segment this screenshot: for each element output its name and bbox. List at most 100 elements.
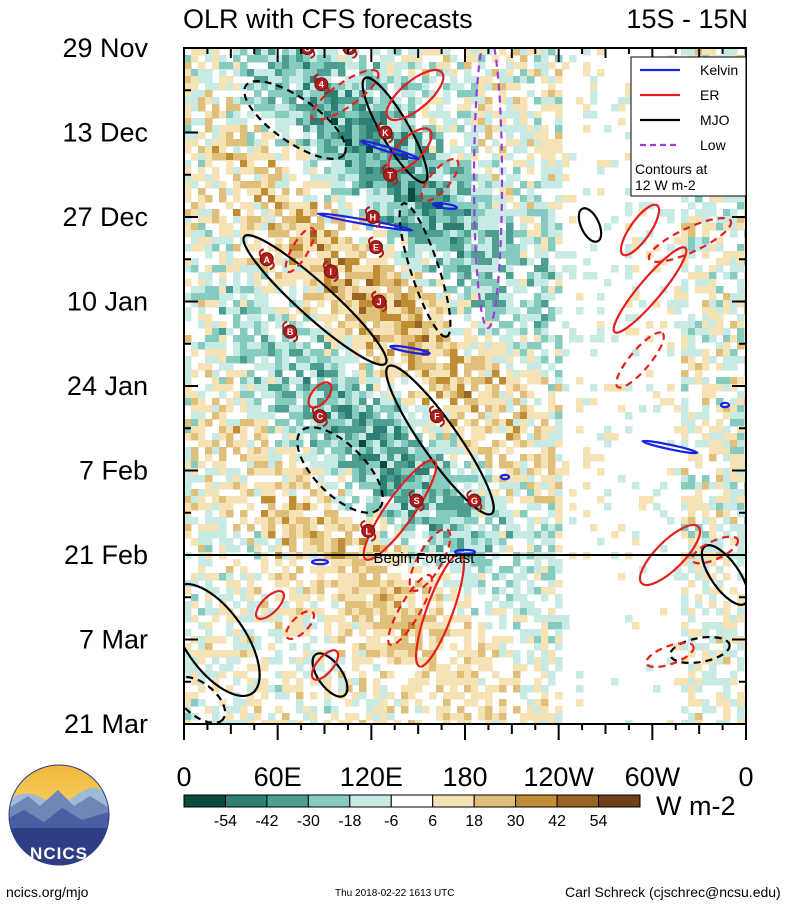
y-tick-label: 29 Nov (62, 33, 148, 63)
ncics-logo: NCICS (8, 764, 110, 866)
x-tick-label: 0 (738, 762, 753, 792)
storm-marker-label: C (317, 412, 324, 422)
x-tick-label: 120E (340, 762, 403, 792)
contour-line (254, 589, 286, 621)
contour-line (638, 523, 702, 587)
storm-marker: E (368, 236, 385, 259)
storm-marker: I (322, 260, 339, 283)
y-tick-label: 21 Mar (64, 709, 148, 739)
contour-line (385, 68, 445, 122)
contour-line (362, 459, 438, 561)
storm-marker-label: 4 (319, 80, 324, 90)
forecast-label: Begin Forecast (374, 550, 476, 567)
storm-marker: O (300, 44, 316, 59)
storm-marker: H (364, 206, 381, 228)
storm-marker: D (342, 44, 358, 59)
x-tick-label: 0 (176, 762, 191, 792)
contour-line (242, 234, 388, 366)
colorbar-tick-label: -42 (255, 813, 278, 830)
y-tick-label: 7 Feb (79, 456, 148, 486)
legend-entry-label: Kelvin (700, 62, 738, 78)
footer-credit: Carl Schreck (cjschrec@ncsu.edu) (565, 884, 781, 900)
legend-box (630, 56, 747, 197)
contour-line (577, 207, 603, 243)
contour-line (385, 364, 495, 516)
colorbar-tick-label: 6 (428, 813, 437, 830)
colorbar-swatch (473, 794, 517, 808)
colorbar-swatch (307, 794, 351, 808)
colorbar-unit: W m-2 (656, 791, 735, 821)
chart-title: OLR with CFS forecasts (183, 4, 473, 34)
kelvin-contour (719, 401, 731, 409)
storm-marker-label: I (329, 267, 332, 277)
y-tick-label: 10 Jan (67, 287, 148, 317)
storm-marker-label: G (471, 496, 478, 506)
legend-entry-label: Low (700, 137, 727, 153)
legend-entry-label: MJO (700, 112, 730, 128)
contour-line (184, 676, 227, 724)
x-tick-label: 120W (523, 762, 594, 792)
storm-marker-label: H (370, 213, 377, 223)
storm-marker: A (258, 248, 275, 271)
chart-latitude-band: 15S - 15N (626, 4, 748, 34)
contour-line (310, 68, 380, 122)
storm-marker-label: K (382, 128, 389, 138)
storm-marker-label: E (373, 243, 379, 253)
storm-marker: F (428, 405, 445, 428)
storm-marker: S (408, 489, 425, 512)
storm-marker: B (282, 320, 299, 343)
contour-line (307, 381, 333, 409)
colorbar-swatch (556, 794, 600, 808)
y-tick-label: 13 Dec (62, 118, 148, 148)
storm-marker-label: L (365, 526, 371, 536)
colorbar-tick-label: 54 (590, 813, 608, 830)
contour-line (647, 216, 733, 264)
kelvin-contour (316, 212, 414, 232)
x-tick-label: 60E (254, 762, 302, 792)
colorbar: -54 -42 -30 -18 -6 6 18 30 42 54 (183, 794, 641, 830)
colorbar-tick-label: -54 (214, 813, 237, 830)
contour-line (690, 535, 740, 565)
legend-entry-label: ER (700, 87, 719, 103)
contour-line (284, 226, 316, 274)
contour-line (408, 528, 452, 592)
contour-line (619, 203, 661, 257)
storm-marker-label: O (304, 44, 311, 54)
x-tick-label: 180 (442, 762, 487, 792)
colorbar-swatch (224, 794, 268, 808)
kelvin-contour (360, 139, 420, 161)
y-tick-label: 24 Jan (67, 371, 148, 401)
contour-line (472, 48, 504, 330)
storm-marker-label: D (346, 44, 353, 54)
colorbar-tick-label: 42 (548, 813, 566, 830)
contour-line (284, 609, 316, 641)
contour-line (296, 426, 384, 514)
y-tick-label: 27 Dec (62, 202, 148, 232)
colorbar-swatch (515, 794, 558, 808)
legend: Kelvin ER MJO Low Contours at 12 W m-2 (630, 56, 747, 197)
contour-line (615, 331, 665, 389)
colorbar-tick-label: 30 (507, 813, 525, 830)
contour-line (311, 652, 349, 698)
kelvin-contour (310, 558, 330, 566)
storm-marker: T (382, 163, 399, 186)
storm-marker: J (371, 290, 388, 313)
colorbar-swatch (390, 794, 434, 808)
storm-marker-label: B (287, 327, 294, 337)
y-tick-label: 21 Feb (64, 540, 148, 570)
kelvin-contour (389, 344, 431, 356)
contour-line (387, 573, 433, 647)
y-axis: 29 Nov 13 Dec 27 Dec 10 Jan 24 Jan 7 Feb 21 Fe… (62, 33, 746, 739)
contour-line (669, 635, 731, 665)
contour-line (398, 202, 452, 338)
contour-line (243, 80, 347, 160)
storm-marker: G (466, 489, 483, 512)
footer-url: ncics.org/mjo (6, 884, 89, 900)
colorbar-swatch (349, 794, 392, 808)
storm-marker: C (311, 405, 328, 428)
footer-timestamp: Thu 2018-02-22 1613 UTC (335, 888, 455, 899)
legend-note-line1: Contours at (635, 161, 707, 177)
kelvin-contour (432, 202, 458, 210)
contour-line (184, 582, 261, 698)
